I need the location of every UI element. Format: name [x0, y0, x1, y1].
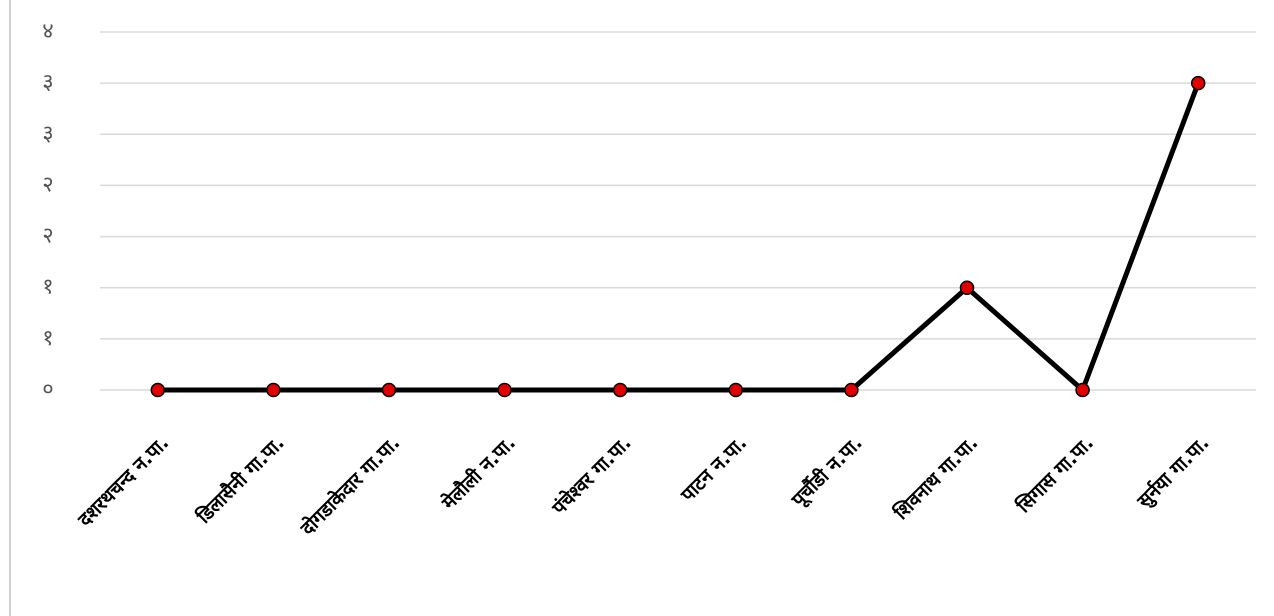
x-tick-label: दशरथचन्द न.पा. [73, 432, 173, 532]
x-tick-label: मेलौली न.पा. [436, 431, 520, 515]
x-tick-label: डिलासैनी गा.पा. [192, 431, 289, 528]
x-tick-label: शिवनाथ गा.पा. [889, 431, 983, 525]
y-tick-label: ३ [42, 121, 53, 146]
y-tick-label: ० [42, 377, 53, 402]
x-tick-label: दोगडाकेदार गा.पा. [295, 431, 404, 540]
x-tick-label: पूर्चौडी न.पा. [786, 431, 867, 512]
point [381, 382, 397, 398]
point [844, 382, 859, 398]
y-tick-label: २ [42, 172, 53, 197]
y-tick-label: १ [42, 275, 53, 300]
x-tick-label: पंचेश्वर गा.पा. [547, 431, 636, 520]
point [150, 382, 166, 398]
x-tick-label: पाटन न.पा. [676, 432, 751, 507]
point [612, 382, 628, 398]
y-tick-label: २ [42, 224, 53, 249]
point [959, 280, 975, 295]
x-tick-label: सिगास गा.पा. [1011, 431, 1098, 518]
y-tick-label: १ [42, 326, 53, 351]
point [266, 382, 281, 398]
point [728, 382, 744, 398]
line [157, 82, 1201, 393]
x-tick-label: सुर्नया गा.पा. [1132, 431, 1215, 514]
point [497, 382, 512, 398]
point [1190, 75, 1206, 91]
point [1075, 382, 1090, 398]
y-tick-label: ३ [42, 70, 53, 95]
y-tick-label: ४ [42, 19, 53, 44]
